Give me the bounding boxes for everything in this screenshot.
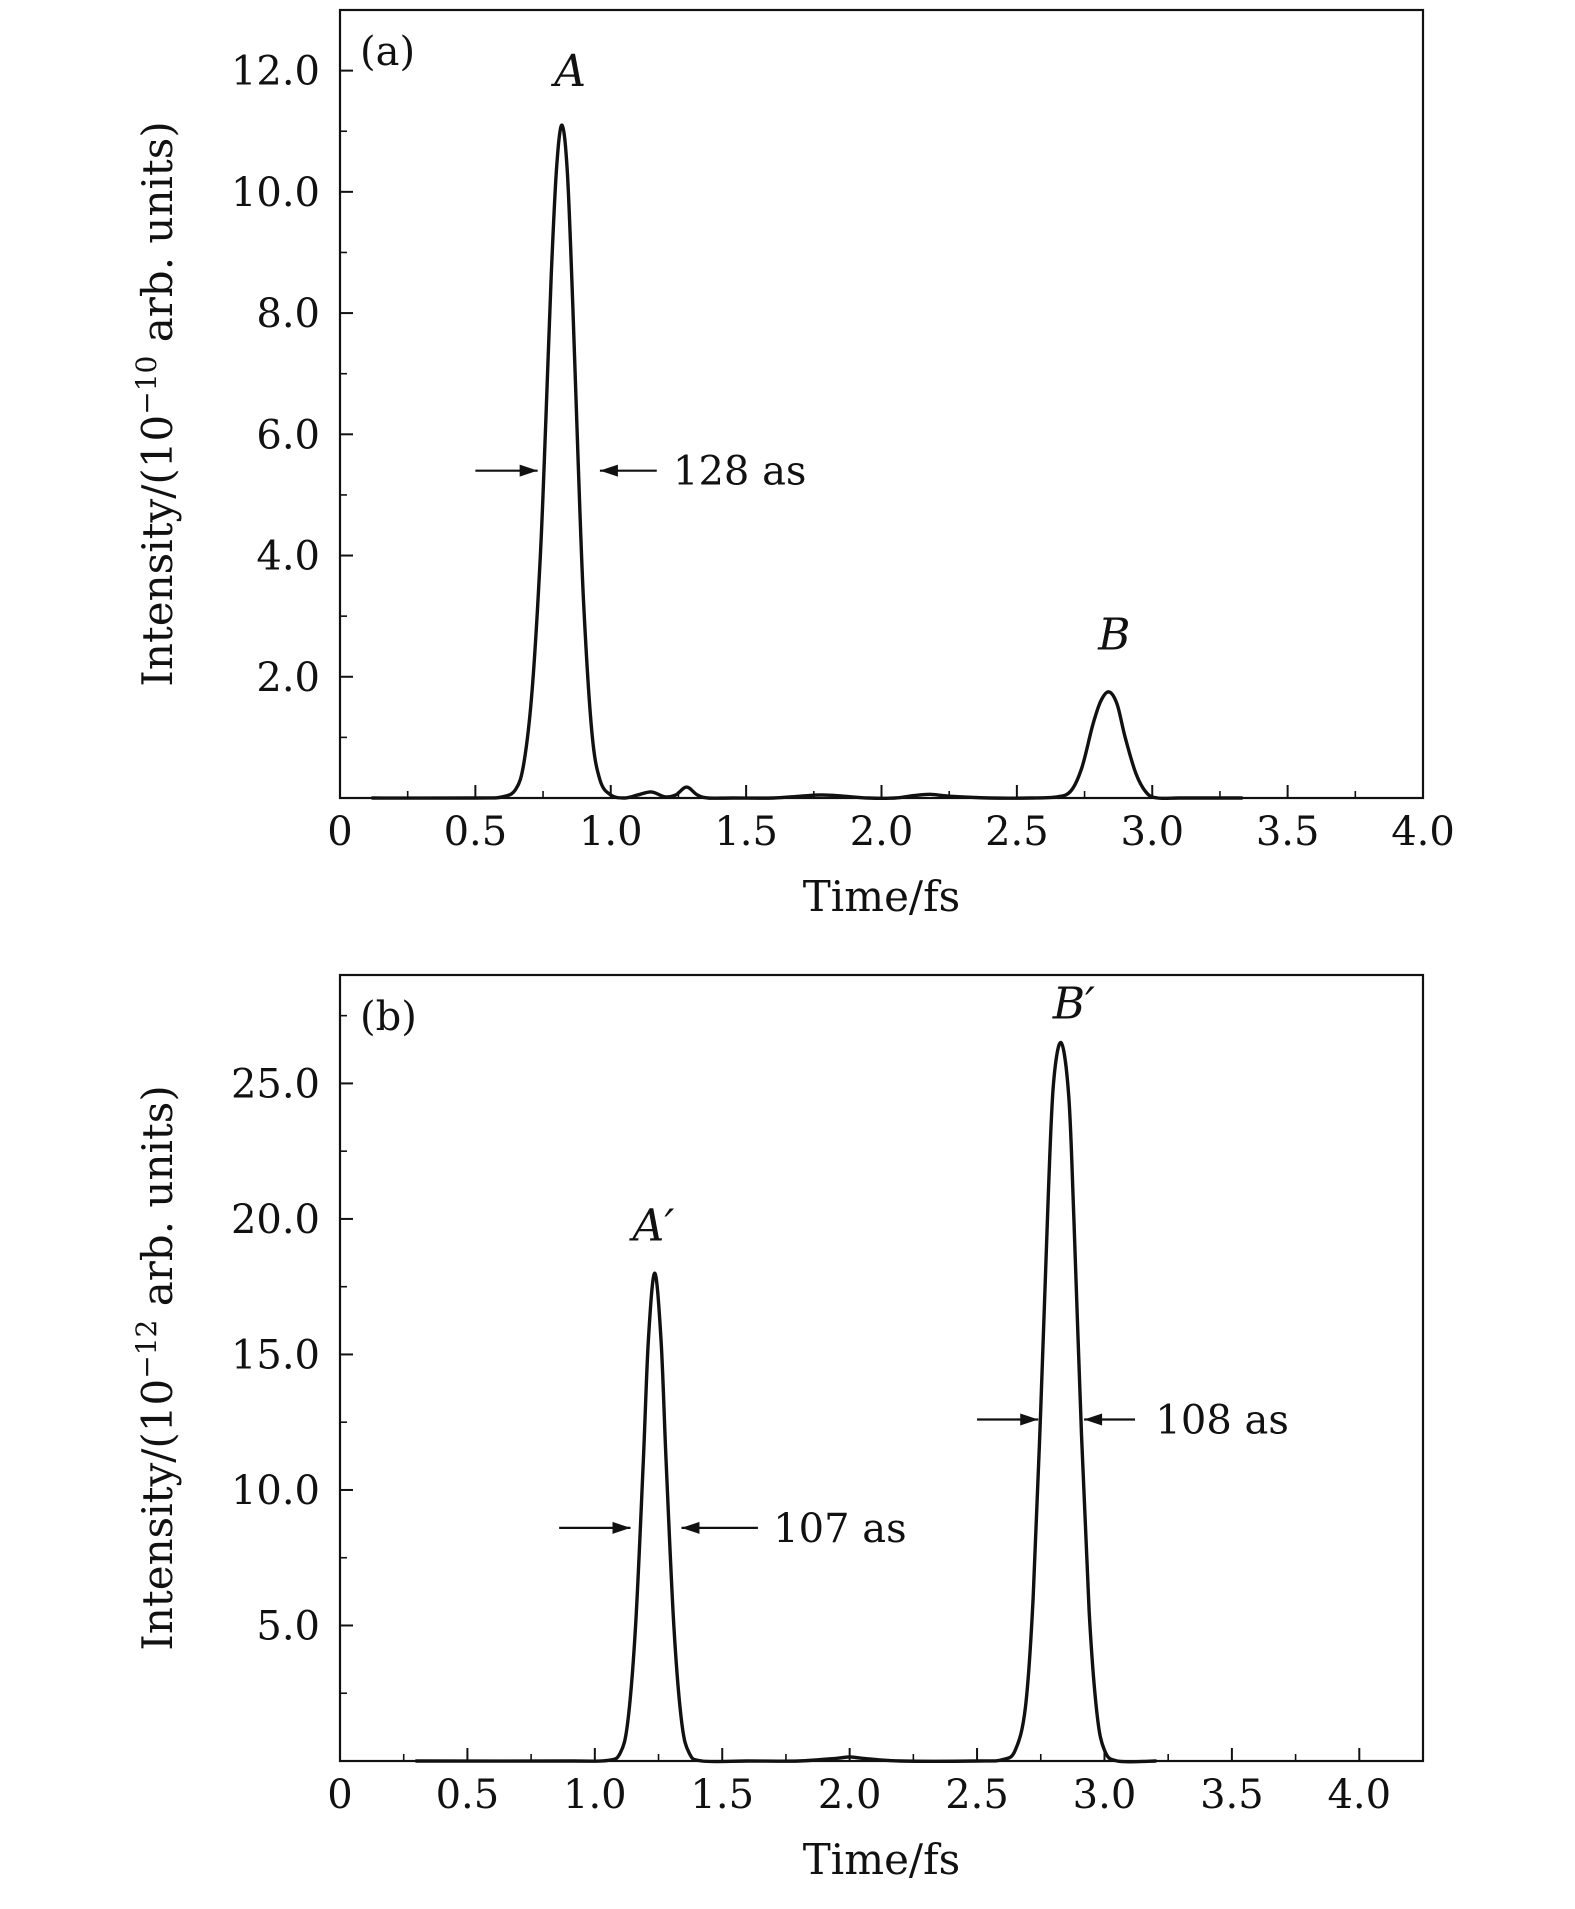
- x-tick-label: 1.0: [563, 1772, 627, 1818]
- x-tick-label: 0: [327, 1772, 352, 1818]
- x-tick-label: 4.0: [1391, 809, 1455, 855]
- panel-b: 0 0.5 1.0 1.5 2.0 2.5 3.0 3.5 4.0 5.0 10.0 15.0 20.0…: [130, 973, 1425, 1884]
- width-arrow-left-head: [519, 464, 538, 477]
- series-line: [370, 123, 1244, 801]
- x-tick-label: 1.5: [714, 809, 778, 855]
- x-tick-label: 2.5: [945, 1772, 1009, 1818]
- peak-label: A: [550, 46, 586, 97]
- x-tick-label: 2.0: [818, 1772, 882, 1818]
- y-axis-label-exponent: −10: [130, 356, 163, 415]
- x-axis-label: Time/fs: [803, 1835, 960, 1884]
- y-tick-label: 10.0: [231, 1468, 320, 1514]
- x-tick-label: 4.0: [1327, 1772, 1391, 1818]
- y-tick-label: 6.0: [256, 412, 320, 458]
- peak-label: B′: [1052, 978, 1095, 1029]
- x-tick-label: 0.5: [436, 1772, 500, 1818]
- panel-a: 0 0.5 1.0 1.5 2.0 2.5 3.0 3.5 4.0 2.0 4.0 6.0 8.0 10.…: [130, 8, 1455, 921]
- width-arrow-right-head: [1084, 1413, 1103, 1426]
- panel-label: (b): [360, 994, 417, 1040]
- x-tick-label: 3.5: [1200, 1772, 1264, 1818]
- y-tick-label: 8.0: [256, 291, 320, 337]
- width-arrow-right-head: [599, 464, 618, 477]
- pulse-width-label: 128 as: [673, 449, 806, 495]
- y-axis-label-prefix: Intensity/(10: [133, 415, 182, 687]
- plot-frame: [338, 973, 1425, 1763]
- y-tick-label: 12.0: [231, 49, 320, 95]
- y-axis-label-suffix: arb. units): [133, 121, 182, 355]
- y-tick-label: 25.0: [231, 1061, 320, 1107]
- x-axis-label: Time/fs: [803, 872, 960, 921]
- y-axis-label: Intensity/(10−10 arb. units): [130, 121, 182, 687]
- x-tick-label: 3.0: [1120, 809, 1184, 855]
- y-axis-label-suffix: arb. units): [133, 1085, 182, 1319]
- x-tick-label: 1.5: [690, 1772, 754, 1818]
- series-line: [414, 1041, 1158, 1764]
- x-tick-label: 3.5: [1256, 809, 1320, 855]
- x-tick-label: 2.0: [850, 809, 914, 855]
- x-tick-label: 2.5: [985, 809, 1049, 855]
- y-tick-label: 5.0: [256, 1603, 320, 1649]
- y-tick-label: 10.0: [231, 170, 320, 216]
- width-arrow-left-head: [612, 1521, 631, 1534]
- x-tick-label: 0.5: [444, 809, 508, 855]
- peak-label: A′: [629, 1201, 675, 1252]
- pulse-width-label: 108 as: [1155, 1397, 1288, 1443]
- x-tick-label: 3.0: [1073, 1772, 1137, 1818]
- width-arrow-left-head: [1020, 1413, 1039, 1426]
- y-tick-label: 20.0: [231, 1197, 320, 1243]
- pulse-width-label: 107 as: [773, 1506, 906, 1552]
- peak-label: B: [1097, 609, 1130, 660]
- x-tick-label: 1.0: [579, 809, 643, 855]
- y-axis-label: Intensity/(10−12 arb. units): [130, 1085, 182, 1651]
- width-arrow-right-head: [681, 1521, 700, 1534]
- y-axis-label-prefix: Intensity/(10: [133, 1379, 182, 1651]
- y-axis-label-exponent: −12: [130, 1320, 163, 1379]
- x-tick-label: 0: [327, 809, 352, 855]
- y-tick-label: 4.0: [256, 534, 320, 580]
- panel-label: (a): [360, 29, 415, 75]
- y-tick-label: 15.0: [231, 1332, 320, 1378]
- plot-frame: [338, 8, 1425, 800]
- y-tick-label: 2.0: [256, 655, 320, 701]
